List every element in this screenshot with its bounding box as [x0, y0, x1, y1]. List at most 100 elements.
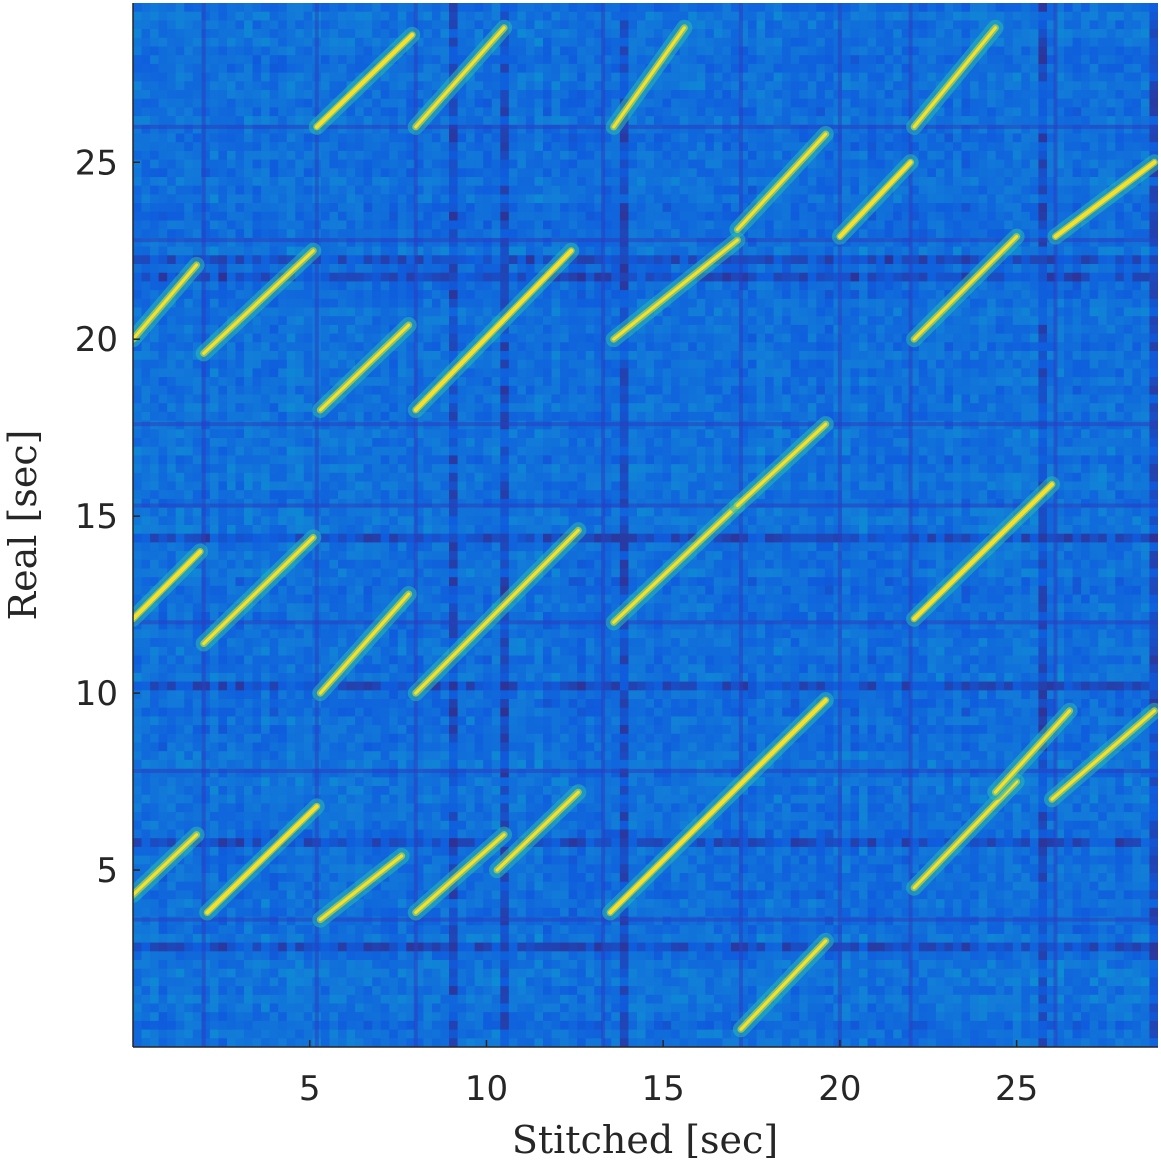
heatmap-cell — [158, 385, 168, 396]
heatmap-cell — [466, 568, 476, 578]
heatmap-cell — [201, 690, 211, 700]
heatmap-cell — [261, 37, 271, 48]
heatmap-cell — [278, 11, 288, 21]
heatmap-cell — [175, 794, 185, 804]
heatmap-cell — [474, 794, 484, 804]
heatmap-cell — [474, 525, 484, 535]
heatmap-cell — [218, 29, 228, 39]
heatmap-cell — [346, 446, 356, 456]
heatmap-cell — [329, 751, 339, 761]
heatmap-cell — [406, 438, 416, 448]
heatmap-cell — [150, 29, 160, 39]
heatmap-cell — [466, 159, 476, 169]
heatmap-cell — [286, 11, 296, 21]
heatmap-cell — [457, 681, 467, 691]
heatmap-cell — [261, 742, 271, 752]
heatmap-cell — [474, 472, 484, 483]
heatmap-cell — [261, 438, 271, 448]
heatmap-cell — [261, 594, 271, 604]
heatmap-cell — [414, 925, 425, 935]
heatmap-cell — [175, 464, 185, 474]
heatmap-cell — [209, 177, 220, 187]
heatmap-cell — [372, 942, 382, 952]
heatmap-cell — [209, 742, 220, 752]
heatmap-cell — [244, 1038, 254, 1047]
heatmap-cell — [261, 324, 271, 335]
heatmap-cell — [201, 603, 211, 613]
heatmap-cell — [372, 264, 382, 274]
heatmap-cell — [380, 490, 390, 500]
heatmap-cell — [235, 742, 245, 752]
heatmap-cell — [372, 90, 382, 100]
heatmap-cell — [244, 194, 254, 204]
heatmap-cell — [380, 603, 390, 613]
heatmap-cell — [346, 1038, 356, 1047]
heatmap-cell — [235, 72, 245, 82]
heatmap-cell — [440, 255, 450, 265]
heatmap-cell — [201, 977, 211, 987]
heatmap-cell — [150, 385, 160, 396]
heatmap-cell — [141, 107, 151, 117]
heatmap-cell — [466, 464, 476, 474]
heatmap-cell — [252, 942, 262, 952]
heatmap-cell — [158, 1029, 168, 1039]
heatmap-cell — [423, 942, 433, 952]
heatmap-cell — [474, 672, 484, 683]
heatmap-cell — [466, 942, 476, 952]
heatmap-cell — [440, 63, 450, 74]
heatmap-cell — [303, 603, 313, 613]
heatmap-cell — [278, 290, 288, 300]
heatmap-cell — [133, 385, 143, 396]
heatmap-cell — [295, 229, 305, 239]
heatmap-cell — [184, 11, 194, 21]
heatmap-cell — [226, 968, 237, 978]
heatmap-cell — [201, 951, 211, 961]
heatmap-cell — [158, 794, 168, 804]
heatmap-cell — [449, 29, 459, 39]
heatmap-cell — [329, 838, 339, 848]
heatmap-cell — [380, 385, 390, 396]
heatmap-cell — [167, 455, 177, 465]
heatmap-cell — [235, 255, 245, 265]
heatmap-cell — [414, 812, 425, 822]
heatmap-cell — [141, 899, 151, 909]
heatmap-cell — [235, 716, 245, 726]
heatmap-cell — [226, 873, 237, 883]
heatmap-cell — [414, 342, 425, 352]
heatmap-cell — [235, 725, 245, 735]
heatmap-cell — [141, 707, 151, 717]
heatmap-cell — [261, 759, 271, 770]
heatmap-cell — [474, 490, 484, 500]
heatmap-cell — [252, 533, 262, 543]
heatmap-cell — [167, 168, 177, 178]
heatmap-cell — [372, 490, 382, 500]
heatmap-cell — [167, 133, 177, 143]
heatmap-cell — [355, 177, 365, 187]
heatmap-cell — [235, 3, 245, 13]
heatmap-cell — [133, 211, 143, 222]
heatmap-cell — [286, 629, 296, 639]
heatmap-cell — [423, 638, 433, 648]
heatmap-cell — [235, 899, 245, 909]
heatmap-cell — [397, 977, 407, 987]
heatmap-cell — [440, 594, 450, 604]
heatmap-cell — [431, 925, 442, 935]
heatmap-cell — [363, 942, 373, 952]
heatmap-cell — [406, 490, 416, 500]
heatmap-cell — [397, 507, 407, 517]
heatmap-cell — [355, 777, 365, 787]
heatmap-cell — [414, 968, 425, 978]
heatmap-cell — [406, 646, 416, 657]
heatmap-cell — [141, 124, 151, 135]
heatmap-cell — [158, 681, 168, 691]
heatmap-cell — [338, 72, 348, 82]
heatmap-cell — [209, 855, 220, 865]
heatmap-cell — [235, 942, 245, 952]
heatmap-cell — [141, 211, 151, 222]
heatmap-cell — [389, 316, 399, 326]
heatmap-cell — [218, 255, 228, 265]
heatmap-cell — [235, 786, 245, 796]
heatmap-cell — [167, 377, 177, 387]
heatmap-cell — [158, 759, 168, 770]
heatmap-cell — [320, 716, 331, 726]
